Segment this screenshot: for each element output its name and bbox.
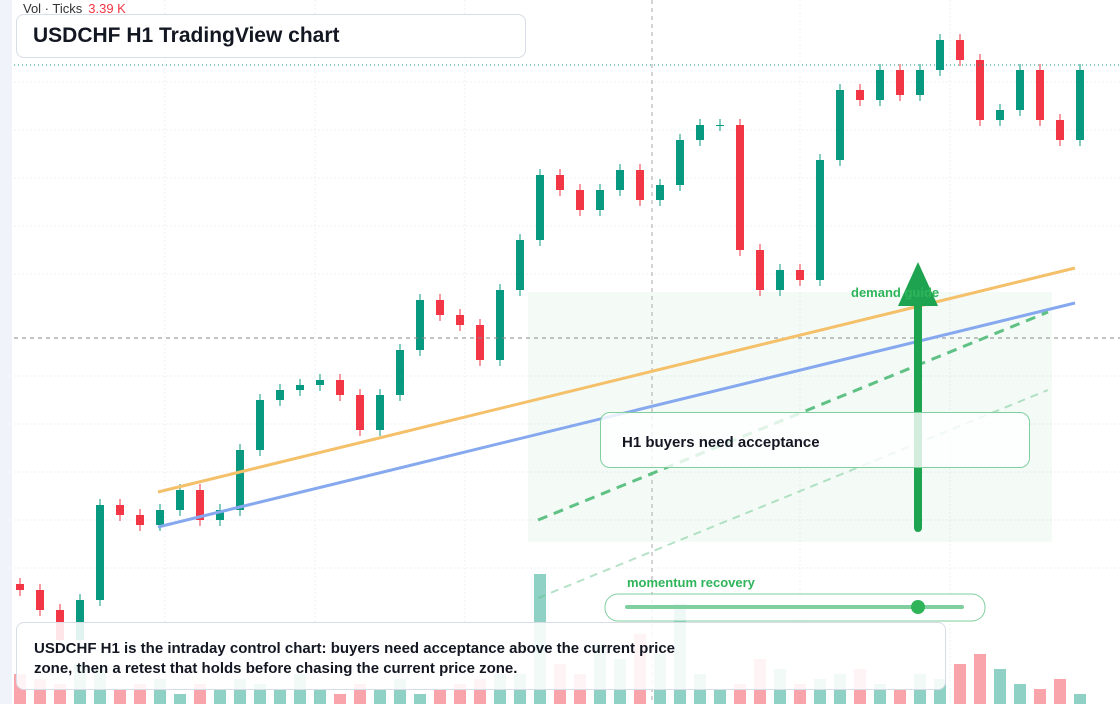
candle-body — [796, 270, 804, 280]
candle-body — [416, 300, 424, 350]
candle-body — [916, 70, 924, 95]
volume-bar — [954, 664, 966, 704]
volume-label: Vol · Ticks — [23, 1, 83, 16]
arrow-head — [898, 262, 938, 306]
candle-body — [756, 250, 764, 290]
candle-body — [76, 600, 84, 640]
candle-body — [816, 160, 824, 280]
callout: H1 buyers need acceptance — [600, 412, 1030, 468]
candle-body — [516, 240, 524, 290]
candle-body — [316, 380, 324, 385]
candle-body — [996, 110, 1004, 120]
candle-body — [616, 170, 624, 190]
volume-value: 3.39 K — [88, 1, 126, 16]
candle-body — [256, 400, 264, 450]
zone-label: demand guide — [851, 285, 940, 300]
candle-body — [136, 515, 144, 525]
slider-label: momentum recovery — [627, 575, 755, 590]
volume-bar — [1074, 694, 1086, 704]
volume-bar — [174, 694, 186, 704]
candle-body — [96, 505, 104, 600]
candle-body — [776, 270, 784, 290]
volume-bar — [994, 669, 1006, 704]
volume-bar — [414, 694, 426, 704]
slider-thumb[interactable] — [911, 600, 925, 614]
volume-bar — [974, 654, 986, 704]
candle-body — [236, 450, 244, 510]
channel-line — [537, 389, 1049, 599]
candle-body — [356, 395, 364, 430]
candle-body — [636, 170, 644, 200]
candle-body — [216, 510, 224, 520]
volume-bar — [114, 689, 126, 704]
candle-body — [436, 300, 444, 315]
volume-bar — [894, 689, 906, 704]
candle-body — [556, 175, 564, 190]
candle-body — [16, 584, 24, 590]
candle-body — [656, 185, 664, 200]
candle-body — [1056, 120, 1064, 140]
volume-bar — [1054, 679, 1066, 704]
candle-body — [1076, 70, 1084, 140]
candle-body — [456, 315, 464, 325]
candle-body — [396, 350, 404, 395]
volume-bar — [274, 689, 286, 704]
candle-body — [736, 125, 744, 250]
candle-body — [696, 125, 704, 140]
volume-bar — [374, 689, 386, 704]
volume-bar — [314, 689, 326, 704]
candle-body — [1016, 70, 1024, 110]
volume-bar — [334, 694, 346, 704]
candle-body — [896, 70, 904, 95]
candle-body — [116, 505, 124, 515]
summary: USDCHF H1 is the intraday control chart:… — [16, 622, 946, 690]
candle-body — [496, 290, 504, 360]
candle-body — [936, 40, 944, 70]
candle-body — [856, 90, 864, 100]
chart-title: USDCHF H1 TradingView chart — [16, 14, 526, 58]
candle-body — [876, 70, 884, 100]
candle-body — [676, 140, 684, 185]
candle-body — [976, 60, 984, 120]
candle-body — [36, 590, 44, 610]
candle-body — [576, 190, 584, 210]
candle-body — [536, 175, 544, 240]
volume-bar — [1014, 684, 1026, 704]
candle-body — [836, 90, 844, 160]
candle-body — [476, 325, 484, 360]
volume-bar — [214, 689, 226, 704]
candle-body — [196, 490, 204, 520]
candle-body — [296, 385, 304, 390]
candle-body — [156, 510, 164, 525]
left-edge — [0, 0, 12, 704]
grid — [14, 0, 1120, 704]
candle-body — [956, 40, 964, 60]
volume-bar — [714, 689, 726, 704]
volume-bar — [434, 689, 446, 704]
candle-body — [176, 490, 184, 510]
candle-body — [1036, 70, 1044, 120]
volume-bar — [1034, 689, 1046, 704]
candle-body — [276, 390, 284, 400]
candle-body — [596, 190, 604, 210]
candle-body — [336, 380, 344, 395]
candle-body — [376, 395, 384, 430]
volume-legend: Vol · Ticks 3.39 K — [23, 1, 126, 16]
candle-body — [716, 125, 724, 126]
